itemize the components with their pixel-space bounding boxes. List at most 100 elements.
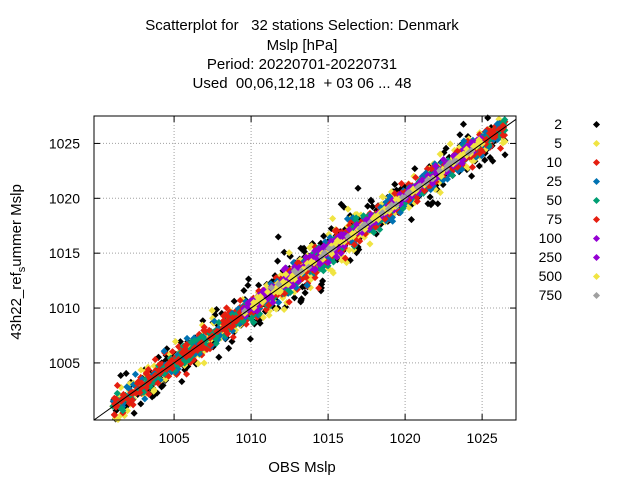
chart-title-line-1: Scatterplot for 32 stations Selection: D… bbox=[145, 17, 459, 34]
scatter-point bbox=[355, 246, 363, 254]
scatter-point bbox=[240, 287, 248, 295]
scatter-point bbox=[130, 409, 138, 417]
scatter-point bbox=[329, 215, 337, 223]
legend-marker bbox=[592, 139, 601, 148]
legend-label: 75 bbox=[546, 211, 562, 227]
scatter-point bbox=[426, 193, 434, 201]
scatter-point bbox=[178, 378, 186, 386]
scatter-point bbox=[367, 197, 376, 205]
scatter-point bbox=[369, 203, 377, 211]
scatter-point bbox=[123, 383, 131, 391]
scatter-point bbox=[290, 294, 299, 302]
scatter-point bbox=[269, 298, 277, 306]
scatter-point bbox=[389, 217, 397, 225]
legend-label: 50 bbox=[546, 192, 562, 208]
scatter-point bbox=[223, 304, 231, 312]
scatter-point bbox=[361, 221, 369, 229]
scatter-point bbox=[244, 281, 252, 289]
scatter-point bbox=[328, 267, 336, 275]
scatter-point bbox=[230, 297, 238, 305]
scatter-point bbox=[274, 257, 282, 265]
scatter-point bbox=[333, 236, 342, 245]
y-tick-label: 1020 bbox=[49, 190, 80, 206]
scatter-point bbox=[280, 305, 288, 314]
y-tick-label: 1015 bbox=[49, 245, 80, 261]
scatter-point bbox=[265, 311, 273, 319]
scatter-point bbox=[200, 344, 208, 352]
scatter-point bbox=[285, 298, 293, 306]
scatter-point bbox=[113, 389, 121, 397]
scatter-point bbox=[434, 200, 442, 208]
scatter-point bbox=[285, 249, 293, 257]
y-axis-label: 43h22_refsummer Mslp bbox=[8, 184, 28, 340]
scatter-point bbox=[372, 223, 380, 231]
scatter-point bbox=[456, 131, 464, 139]
scatter-point bbox=[337, 249, 345, 257]
scatter-point bbox=[301, 289, 309, 297]
scatter-point bbox=[141, 395, 149, 403]
scatter-point bbox=[158, 383, 166, 391]
scatter-point bbox=[175, 343, 183, 351]
scatter-point bbox=[259, 313, 267, 321]
scatter-point bbox=[137, 400, 145, 408]
y-tick-label: 1005 bbox=[49, 355, 80, 371]
scatter-point bbox=[468, 163, 477, 171]
scatter-point bbox=[150, 387, 158, 395]
scatter-point bbox=[337, 200, 345, 208]
scatter-point bbox=[397, 180, 406, 188]
scatter-point bbox=[134, 377, 142, 386]
legend-label: 500 bbox=[539, 268, 563, 284]
scatter-point bbox=[482, 135, 491, 143]
scatter-point bbox=[411, 165, 419, 173]
scatter-point bbox=[481, 156, 489, 164]
scatter-point bbox=[439, 155, 447, 164]
x-tick-label: 1005 bbox=[159, 430, 190, 446]
scatter-point bbox=[258, 298, 266, 306]
scatter-point bbox=[327, 245, 335, 254]
scatter-point bbox=[366, 240, 374, 248]
scatter-point bbox=[144, 379, 152, 387]
legend-label: 2 bbox=[554, 116, 562, 132]
scatter-point bbox=[392, 195, 400, 204]
scatter-point bbox=[181, 346, 189, 354]
scatter-points bbox=[109, 114, 509, 424]
legend-marker bbox=[592, 215, 601, 224]
scatter-point bbox=[484, 114, 492, 122]
scatter-point bbox=[416, 182, 424, 190]
scatter-point bbox=[275, 298, 283, 306]
scatter-point bbox=[264, 288, 272, 296]
scatter-point bbox=[374, 215, 382, 223]
scatter-point bbox=[151, 371, 159, 379]
scatter-point bbox=[405, 204, 413, 212]
scatter-point bbox=[370, 228, 378, 236]
legend-label: 5 bbox=[554, 135, 562, 151]
scatter-point bbox=[118, 405, 126, 413]
scatter-point bbox=[183, 370, 191, 378]
y-axis-ticks: 1005 1010 1015 1020 1025 bbox=[49, 135, 516, 371]
scatter-point bbox=[246, 335, 254, 343]
scatter-point bbox=[131, 370, 139, 378]
legend-marker bbox=[592, 177, 601, 186]
scatter-point bbox=[274, 233, 282, 241]
scatter-point bbox=[297, 295, 306, 303]
scatter-point bbox=[208, 306, 216, 314]
scatter-point bbox=[200, 359, 208, 367]
scatter-point bbox=[413, 194, 421, 202]
scatter-point bbox=[145, 390, 153, 398]
scatter-point bbox=[151, 355, 159, 363]
scatter-point bbox=[446, 140, 454, 148]
scatter-point bbox=[345, 225, 353, 234]
legend-marker bbox=[592, 120, 601, 129]
scatter-point bbox=[343, 215, 351, 223]
legend-label: 750 bbox=[539, 287, 563, 303]
scatter-point bbox=[205, 326, 213, 334]
scatter-point bbox=[448, 171, 456, 179]
legend-marker bbox=[592, 234, 601, 243]
scatter-point bbox=[499, 131, 507, 139]
scatter-point bbox=[350, 241, 358, 249]
scatter-point bbox=[378, 193, 386, 201]
scatter-point bbox=[128, 396, 136, 404]
legend-marker bbox=[592, 291, 601, 300]
scatter-point bbox=[160, 347, 168, 355]
